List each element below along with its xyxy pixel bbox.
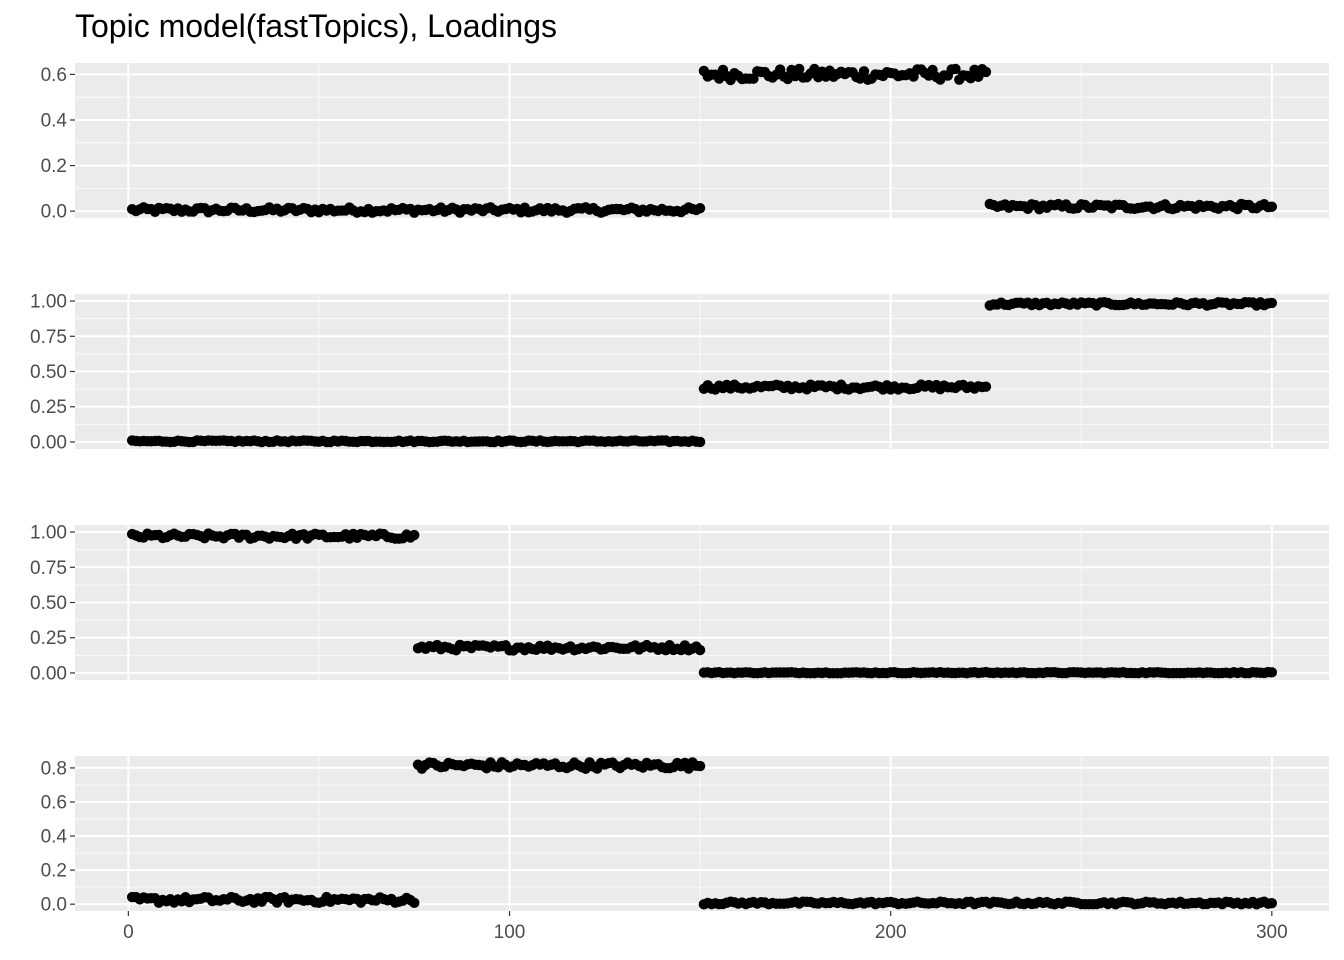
facet-panel-1: 0.0 0.2 0.4 0.6 bbox=[41, 63, 1329, 223]
data-point bbox=[409, 897, 420, 909]
series-points bbox=[126, 528, 1278, 679]
data-point bbox=[980, 381, 992, 392]
y-tick-label: 0.2 bbox=[41, 156, 67, 177]
y-tick-label: 0.50 bbox=[30, 593, 67, 614]
series-points bbox=[126, 757, 1278, 910]
y-tick-label: 0.00 bbox=[30, 432, 67, 453]
x-tick-label: 300 bbox=[1256, 922, 1288, 943]
data-point bbox=[1266, 667, 1278, 678]
x-tick-label: 0 bbox=[123, 922, 134, 943]
facet-panel-3: 0.00 0.25 0.50 0.75 1.00 bbox=[30, 523, 1329, 684]
data-point bbox=[1266, 297, 1278, 309]
data-point bbox=[409, 529, 420, 541]
y-tick-label: 0.8 bbox=[41, 758, 67, 779]
data-point bbox=[694, 644, 706, 656]
series-points bbox=[126, 296, 1278, 448]
data-point bbox=[980, 66, 992, 78]
data-point bbox=[694, 436, 706, 448]
y-tick-label: 0.0 bbox=[41, 202, 67, 223]
x-tick-label: 200 bbox=[875, 922, 907, 943]
y-tick-label: 0.75 bbox=[30, 327, 67, 348]
x-tick-label: 100 bbox=[494, 922, 526, 943]
data-point bbox=[1266, 897, 1278, 909]
y-tick-label: 0.25 bbox=[30, 628, 67, 649]
facet-panel-2: 0.00 0.25 0.50 0.75 1.00 bbox=[30, 292, 1329, 453]
y-tick-label: 0.6 bbox=[41, 65, 67, 86]
y-tick-label: 0.50 bbox=[30, 362, 67, 383]
y-tick-label: 0.4 bbox=[41, 110, 68, 131]
data-point bbox=[694, 203, 706, 214]
data-point bbox=[1266, 201, 1278, 212]
panel-background bbox=[75, 63, 1329, 218]
y-tick-label: 1.00 bbox=[30, 523, 67, 544]
y-tick-label: 0.4 bbox=[41, 827, 68, 848]
data-point bbox=[858, 66, 870, 77]
data-point bbox=[793, 63, 805, 75]
y-tick-label: 1.00 bbox=[30, 292, 67, 313]
data-point bbox=[950, 63, 961, 75]
chart-title: Topic model(fastTopics), Loadings bbox=[75, 8, 558, 44]
y-tick-label: 0.25 bbox=[30, 397, 67, 418]
y-tick-label: 0.0 bbox=[41, 895, 67, 916]
y-tick-label: 0.6 bbox=[41, 792, 67, 813]
facet-panel-4: 0.0 0.2 0.4 0.6 0.8 bbox=[41, 756, 1329, 916]
series-points bbox=[126, 63, 1278, 218]
data-point bbox=[694, 760, 706, 772]
y-tick-label: 0.75 bbox=[30, 558, 67, 579]
y-tick-label: 0.2 bbox=[41, 861, 67, 882]
panel-background bbox=[75, 756, 1329, 911]
y-tick-label: 0.00 bbox=[30, 663, 67, 684]
